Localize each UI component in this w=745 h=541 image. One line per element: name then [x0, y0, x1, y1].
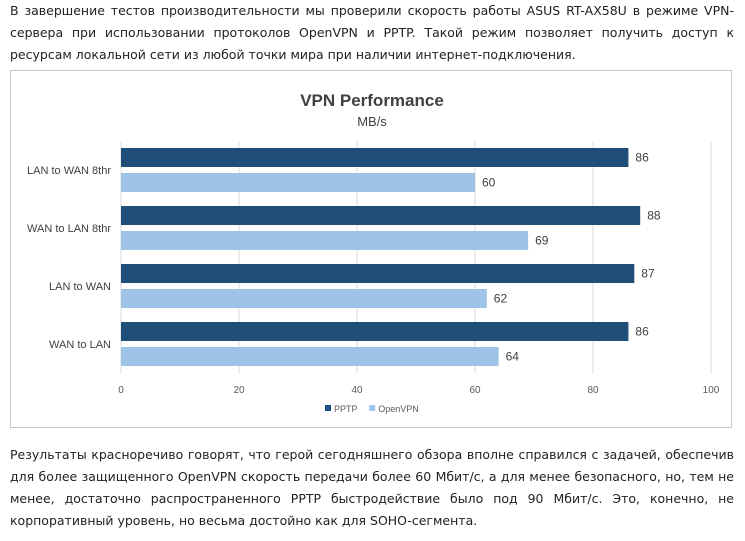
intro-paragraph: В завершение тестов производительности м… — [10, 3, 734, 62]
x-tick-label: 100 — [703, 385, 720, 396]
chart-subtitle: MB/s — [357, 114, 387, 129]
data-label: 86 — [635, 151, 649, 165]
data-label: 60 — [482, 176, 496, 190]
x-tick-label: 40 — [351, 385, 363, 396]
bar-pptp — [121, 148, 629, 167]
bars-layer — [121, 148, 641, 366]
data-label: 87 — [641, 267, 655, 281]
data-label: 64 — [506, 350, 520, 364]
chart-svg: VPN Performance MB/s 0 20 40 60 80 100 LAN to … — [27, 91, 720, 414]
category-label: WAN to LAN — [49, 339, 111, 351]
data-label: 69 — [535, 234, 549, 248]
vpn-performance-chart: VPN Performance MB/s 0 20 40 60 80 100 LAN to … — [10, 70, 732, 428]
labels-layer: 0 20 40 60 80 100 LAN to WAN 8thr 86 60 WAN to LA… — [27, 151, 720, 397]
bar-openvpn — [121, 173, 475, 192]
chart-title: VPN Performance — [300, 91, 444, 110]
bar-pptp — [121, 264, 635, 283]
x-tick-label: 20 — [233, 385, 245, 396]
legend-swatch — [325, 405, 331, 411]
legend-label: PPTP — [334, 404, 358, 414]
bar-openvpn — [121, 231, 529, 250]
x-tick-label: 80 — [587, 385, 599, 396]
category-label: WAN to LAN 8thr — [27, 223, 111, 235]
data-label: 88 — [647, 209, 661, 223]
category-label: LAN to WAN — [49, 281, 111, 293]
x-tick-label: 60 — [469, 385, 481, 396]
data-label: 62 — [494, 292, 508, 306]
bar-openvpn — [121, 289, 487, 308]
x-tick-label: 0 — [118, 385, 124, 396]
conclusion-paragraph: Результаты красноречиво говорят, что гер… — [10, 447, 734, 528]
legend: PPTP OpenVPN — [325, 404, 419, 414]
legend-swatch — [369, 405, 376, 411]
data-label: 86 — [635, 325, 649, 339]
bar-pptp — [121, 322, 629, 341]
legend-label: OpenVPN — [378, 404, 419, 414]
bar-openvpn — [121, 347, 499, 366]
category-label: LAN to WAN 8thr — [27, 165, 111, 177]
bar-pptp — [121, 206, 641, 225]
